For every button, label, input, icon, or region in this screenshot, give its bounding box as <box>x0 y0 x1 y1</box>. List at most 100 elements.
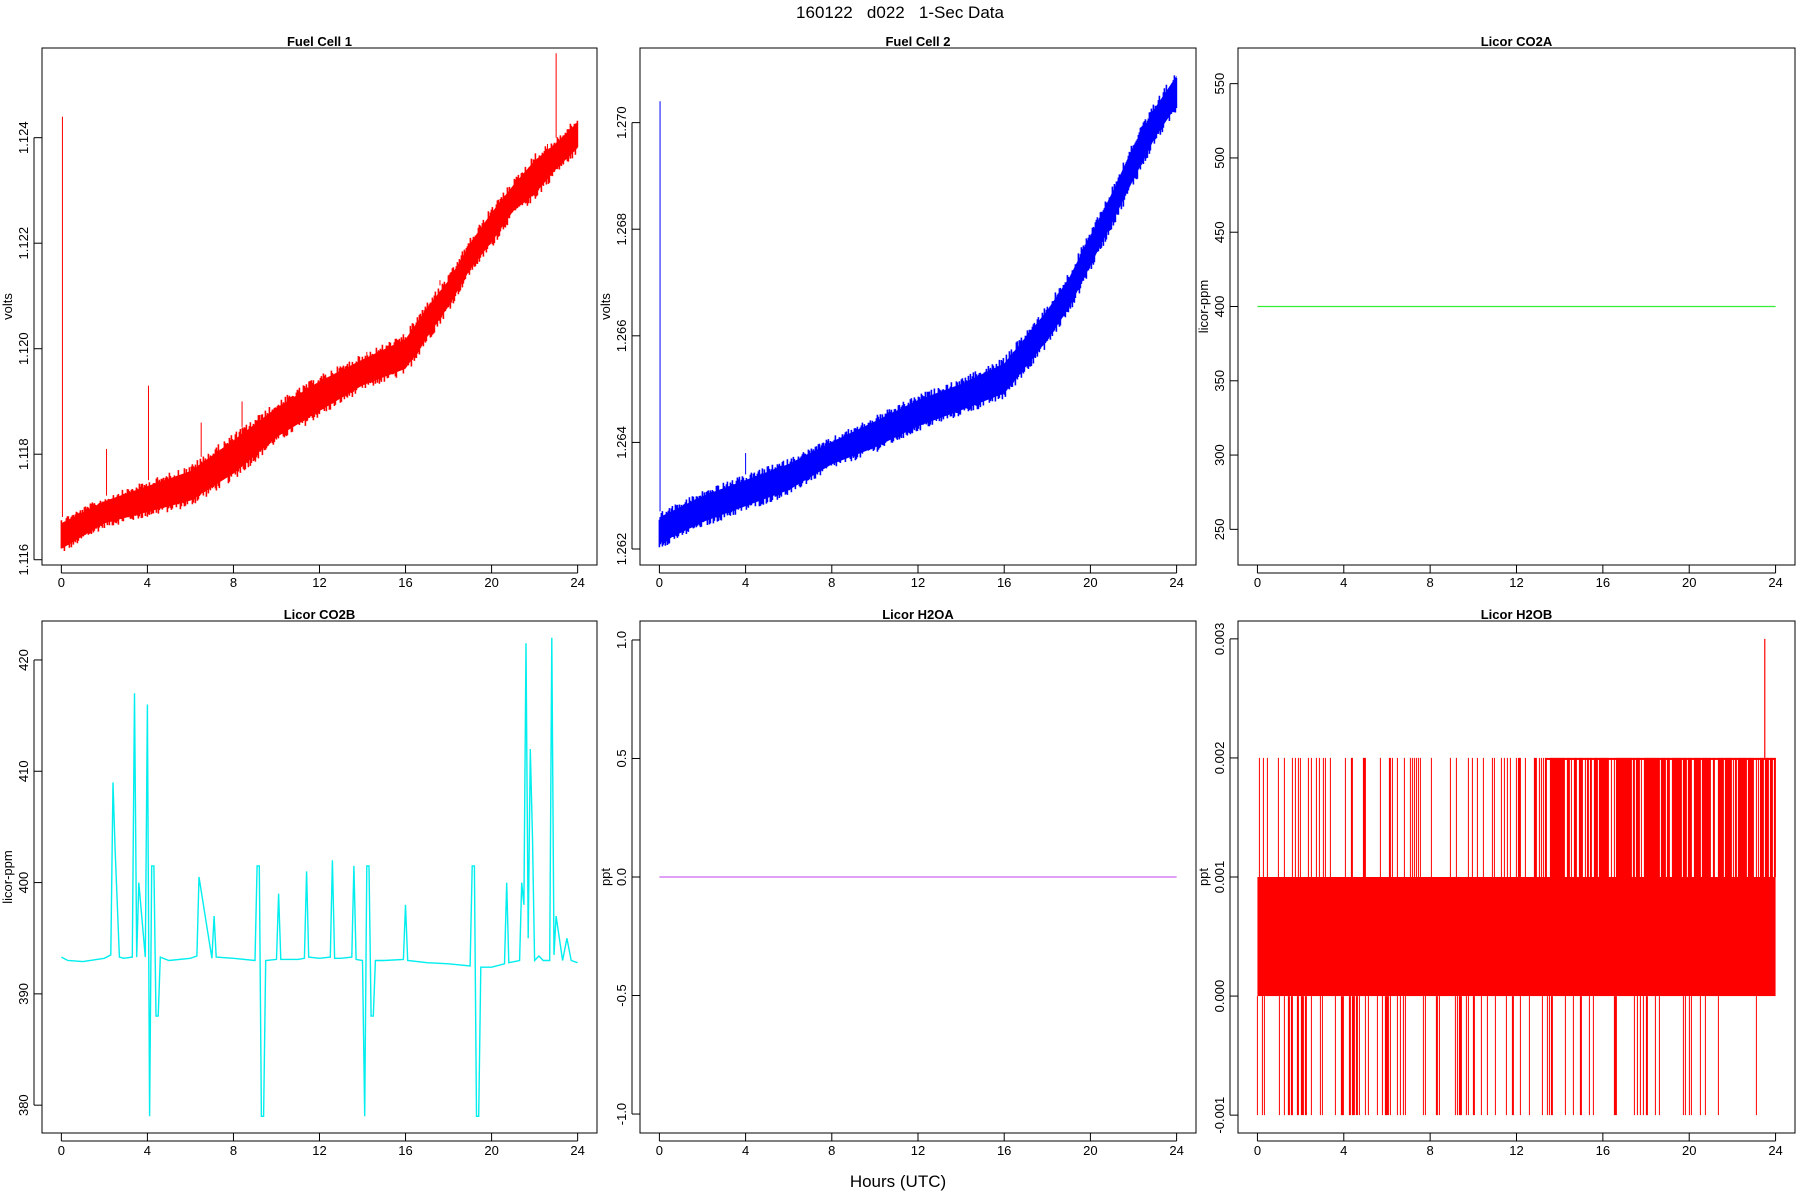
y-tick-label: 0.0 <box>614 868 629 886</box>
x-tick-label: 20 <box>1083 1143 1097 1158</box>
x-tick-label: 12 <box>1509 575 1523 590</box>
y-tick-label: 1.270 <box>614 106 629 139</box>
y-tick-label: 1.266 <box>614 320 629 353</box>
x-tick-label: 24 <box>1169 1143 1183 1158</box>
x-tick-label: 12 <box>1509 1143 1523 1158</box>
series-line <box>61 637 578 1117</box>
x-tick-label: 4 <box>1340 575 1347 590</box>
y-tick-label: 0.001 <box>1212 861 1227 894</box>
y-tick-label: 1.124 <box>16 121 31 154</box>
y-tick-label: 390 <box>16 983 31 1005</box>
x-tick-label: 16 <box>1596 575 1610 590</box>
y-tick-label: 410 <box>16 760 31 782</box>
y-tick-label: 500 <box>1212 147 1227 169</box>
x-tick-label: 16 <box>398 575 412 590</box>
y-tick-label: 0.003 <box>1212 623 1227 656</box>
x-tick-label: 20 <box>1682 575 1696 590</box>
plot-frame <box>41 620 598 1134</box>
x-tick-label: 8 <box>230 575 237 590</box>
series-main-band <box>1257 877 1776 997</box>
x-tick-label: 4 <box>144 1143 151 1158</box>
x-tick-label: 4 <box>144 575 151 590</box>
x-tick-label: 24 <box>1768 1143 1782 1158</box>
panel-2: Fuel Cell 2 0 4 8 12 16 20 24 1.262 1.264 1.266 1.2… <box>598 34 1197 590</box>
x-tick-label: 0 <box>1254 575 1261 590</box>
x-tick-label: 8 <box>230 1143 237 1158</box>
x-tick-label: 8 <box>828 1143 835 1158</box>
x-tick-label: 12 <box>911 575 925 590</box>
y-tick-label: 1.0 <box>614 631 629 649</box>
panel-title: Fuel Cell 2 <box>885 34 950 49</box>
x-tick-label: 0 <box>656 1143 663 1158</box>
y-tick-label: 420 <box>16 649 31 671</box>
series-upper-edge <box>1546 757 1776 760</box>
y-tick-label: 300 <box>1212 444 1227 466</box>
x-tick-label: 16 <box>997 1143 1011 1158</box>
x-tick-label: 12 <box>312 1143 326 1158</box>
y-tick-label: 400 <box>1212 296 1227 318</box>
y-axis-label: volts <box>0 293 15 320</box>
x-tick-label: 16 <box>1596 1143 1610 1158</box>
series-band-core <box>61 122 578 549</box>
x-tick-label: 16 <box>997 575 1011 590</box>
x-tick-label: 8 <box>1427 1143 1434 1158</box>
x-tick-label: 24 <box>570 1143 584 1158</box>
x-tick-label: 0 <box>1254 1143 1261 1158</box>
panel-1: Fuel Cell 1 0 4 8 12 16 20 24 1.116 1.118 1.120 1.1… <box>0 34 598 590</box>
panel-5: Licor H2OA 0 4 8 12 16 20 24 -1.0 -0.5 0.0 0.5 1.0 pp… <box>598 607 1197 1158</box>
y-tick-label: 450 <box>1212 221 1227 243</box>
panel-title: Licor CO2B <box>284 607 356 622</box>
x-tick-label: 4 <box>1340 1143 1347 1158</box>
x-tick-label: 8 <box>828 575 835 590</box>
panel-4: Licor CO2B 0 4 8 12 16 20 24 380 390 400 410 420 lico… <box>0 607 598 1158</box>
x-tick-label: 20 <box>1083 575 1097 590</box>
y-tick-label: 550 <box>1212 73 1227 95</box>
x-tick-label: 24 <box>1768 575 1782 590</box>
y-tick-label: 380 <box>16 1094 31 1116</box>
y-tick-label: 1.118 <box>16 438 31 470</box>
panel-title: Licor H2OA <box>882 607 954 622</box>
x-tick-label: 24 <box>570 575 584 590</box>
y-axis-label: ppt <box>1196 868 1211 886</box>
y-tick-label: -0.5 <box>614 984 629 1006</box>
y-tick-label: 350 <box>1212 370 1227 392</box>
y-axis-label: volts <box>598 293 613 320</box>
y-tick-label: 0.000 <box>1212 980 1227 1013</box>
y-tick-label: 1.116 <box>16 544 31 576</box>
x-tick-label: 0 <box>656 575 663 590</box>
y-tick-label: 250 <box>1212 518 1227 540</box>
y-tick-label: -1.0 <box>614 1103 629 1125</box>
common-x-axis-label: Hours (UTC) <box>850 1172 946 1191</box>
y-axis-label: ppt <box>598 868 613 886</box>
panel-title: Fuel Cell 1 <box>287 34 352 49</box>
y-tick-label: 0.002 <box>1212 742 1227 775</box>
y-tick-label: 1.268 <box>614 213 629 246</box>
x-tick-label: 12 <box>312 575 326 590</box>
y-tick-label: -0.001 <box>1212 1097 1227 1134</box>
series-band <box>60 120 579 551</box>
y-axis-label: licor-ppm <box>0 850 15 903</box>
x-tick-label: 8 <box>1427 575 1434 590</box>
x-tick-label: 0 <box>58 1143 65 1158</box>
plot-frame <box>41 47 598 566</box>
panel-title: Licor CO2A <box>1481 34 1553 49</box>
x-tick-label: 0 <box>58 575 65 590</box>
x-tick-label: 20 <box>484 575 498 590</box>
y-tick-label: 1.262 <box>614 533 629 566</box>
y-tick-label: 1.122 <box>16 227 31 260</box>
y-tick-label: 1.264 <box>614 426 629 459</box>
series-quantized-steps <box>1256 757 1776 1116</box>
x-tick-label: 4 <box>742 1143 749 1158</box>
panel-6: Licor H2OB 0 4 8 12 16 20 24 -0.001 0.000 0.001 0.0… <box>1196 607 1796 1158</box>
x-tick-label: 20 <box>484 1143 498 1158</box>
y-tick-label: 400 <box>16 872 31 894</box>
figure-title: 160122 d022 1-Sec Data <box>796 3 1004 22</box>
series-band <box>658 75 1178 548</box>
x-tick-label: 4 <box>742 575 749 590</box>
x-tick-label: 20 <box>1682 1143 1696 1158</box>
x-tick-label: 12 <box>911 1143 925 1158</box>
panel-title: Licor H2OB <box>1481 607 1553 622</box>
y-tick-label: 1.120 <box>16 332 31 365</box>
x-tick-label: 16 <box>398 1143 412 1158</box>
